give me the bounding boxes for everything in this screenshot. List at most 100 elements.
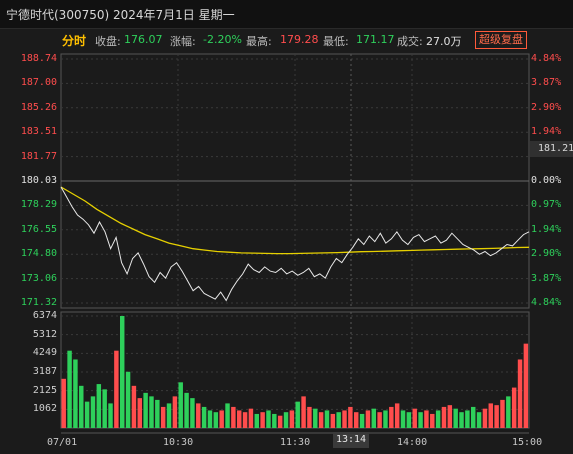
- time-tick-label: 14:00: [397, 437, 428, 448]
- volume-bar: [120, 316, 125, 428]
- volume-bar: [254, 413, 259, 428]
- quote-info-row: 分时 收盘: 176.07 涨幅: -2.20% 最高: 179.28 最低: …: [0, 30, 573, 50]
- price-tick-label: 180.03: [20, 175, 57, 186]
- time-tick-label: 07/01: [47, 437, 78, 448]
- percent-tick-label: 2.90%: [531, 101, 562, 113]
- price-tick-label: 188.74: [20, 53, 57, 64]
- volume-bar: [400, 410, 406, 428]
- volume-value: 27.0万: [426, 35, 462, 48]
- volume-bar: [277, 415, 283, 428]
- volume-bar: [155, 399, 160, 428]
- volume-bar: [430, 413, 435, 428]
- volume-bar: [114, 350, 119, 428]
- close-label: 收盘:: [95, 35, 121, 48]
- time-tick-label: 15:00: [512, 437, 543, 448]
- volume-bar: [307, 406, 312, 428]
- price-tick-label: 171.32: [20, 297, 57, 308]
- price-tick-label: 176.55: [20, 223, 57, 235]
- volume-bar: [260, 412, 265, 428]
- percent-tick-label: 4.84%: [531, 53, 562, 64]
- volume-bar: [523, 343, 529, 428]
- volume-bar: [266, 410, 271, 428]
- volume-bar: [476, 412, 482, 428]
- volume-bar: [406, 412, 412, 428]
- volume-bar: [365, 410, 371, 428]
- super-review-button[interactable]: 超级复盘: [475, 31, 527, 49]
- price-tick-label: 183.51: [20, 126, 57, 138]
- time-tick-label: 11:30: [280, 437, 311, 448]
- price-tick-label: 185.26: [20, 101, 57, 113]
- volume-bar: [359, 413, 365, 428]
- volume-bar: [272, 413, 277, 428]
- volume-tick-label: 1062: [32, 403, 57, 415]
- volume-bar: [471, 406, 476, 428]
- volume-bar: [418, 412, 423, 428]
- volume-bar: [459, 412, 464, 428]
- volume-bar: [201, 406, 207, 428]
- percent-tick-label: 2.90%: [531, 248, 562, 260]
- volume-bar: [500, 399, 505, 428]
- volume-panel-frame: [60, 311, 530, 429]
- volume-bar: [219, 410, 224, 428]
- percent-tick-label: 0.00%: [531, 175, 562, 186]
- volume-bar: [424, 410, 429, 428]
- volume-bar: [149, 396, 154, 428]
- volume-bar: [67, 350, 72, 428]
- window-title: 宁德时代(300750) 2024年7月1日 星期一: [6, 8, 235, 22]
- high-value: 179.28: [280, 33, 319, 46]
- volume-bar: [166, 403, 172, 428]
- volume-bar: [125, 371, 131, 428]
- volume-bar: [90, 396, 96, 428]
- volume-bar: [383, 410, 388, 428]
- volume-tick-label: 4249: [32, 347, 57, 359]
- cursor-price-label: 181.21: [530, 141, 573, 157]
- volume-bar: [108, 403, 113, 428]
- percent-tick-label: 4.84%: [531, 297, 562, 308]
- price-tick-label: 187.00: [20, 77, 57, 89]
- volume-tick-label: 2125: [32, 384, 57, 396]
- cursor-time-label: 13:14: [333, 432, 369, 448]
- volume-bar: [242, 412, 248, 428]
- volume-bar: [453, 408, 458, 428]
- volume-bar: [506, 396, 511, 428]
- volume-bar: [324, 410, 330, 428]
- volume-bar: [231, 406, 236, 428]
- volume-tick-label: 3187: [32, 366, 57, 377]
- volume-bar: [482, 408, 488, 428]
- percent-tick-label: 1.94%: [531, 126, 562, 138]
- volume-bar: [102, 389, 107, 428]
- mode-label[interactable]: 分时: [62, 34, 87, 48]
- high-label: 最高:: [246, 35, 272, 48]
- price-tick-label: 174.80: [20, 248, 57, 260]
- volume-bar: [283, 412, 289, 428]
- volume-bar: [73, 359, 78, 428]
- volume-bar: [131, 385, 137, 428]
- volume-bar: [330, 413, 336, 428]
- volume-bar: [96, 384, 102, 428]
- volume-bar: [137, 398, 142, 428]
- volume-bar: [237, 410, 242, 428]
- volume-bar: [248, 408, 254, 428]
- volume-bar: [342, 410, 347, 428]
- volume-bar: [196, 403, 201, 428]
- volume-bar: [318, 412, 324, 428]
- volume-bar: [225, 403, 230, 428]
- low-value: 171.17: [356, 33, 395, 46]
- percent-tick-label: 3.87%: [531, 77, 562, 89]
- volume-bar: [517, 359, 523, 428]
- volume-label: 成交:: [397, 35, 423, 48]
- volume-bar: [488, 403, 493, 428]
- volume-tick-label: 5312: [32, 328, 57, 340]
- volume-bar: [295, 401, 300, 428]
- volume-bar: [160, 406, 166, 428]
- volume-bar: [190, 398, 195, 428]
- volume-bar: [336, 412, 341, 428]
- low-label: 最低:: [323, 35, 349, 48]
- close-value: 176.07: [124, 33, 163, 46]
- volume-bar: [494, 405, 499, 428]
- volume-bar: [172, 396, 178, 428]
- volume-bar: [465, 410, 470, 428]
- volume-bar: [389, 406, 394, 428]
- volume-bar: [79, 385, 84, 428]
